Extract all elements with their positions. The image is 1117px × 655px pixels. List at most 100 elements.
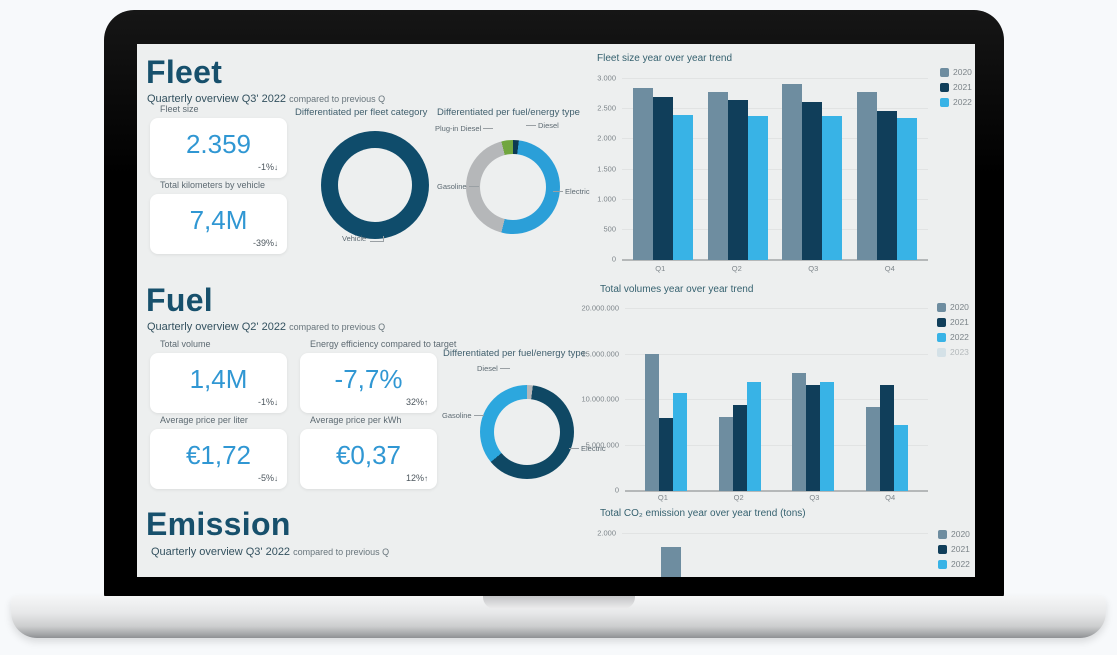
bar-groups: [625, 309, 928, 491]
legend-item-2021[interactable]: 2021: [940, 82, 972, 92]
fleet-fuel-donut-chart[interactable]: [466, 140, 560, 234]
kpi-label: Energy efficiency compared to target: [310, 339, 457, 349]
bar-2022-Q3[interactable]: [820, 381, 835, 491]
gridline-2.500: 2.500: [597, 104, 928, 113]
kpi-card[interactable]: €0,37 12%↑: [300, 429, 437, 489]
laptop-base-notch: [482, 596, 635, 609]
gridline-500: 500: [603, 224, 928, 233]
callout-line: [499, 368, 510, 369]
fuel-section-title: Fuel: [146, 282, 213, 318]
legend-item-2023[interactable]: 2023: [937, 347, 969, 357]
kpi-delta: 32%↑: [405, 397, 428, 407]
kpi-value: 1,4M: [189, 364, 248, 394]
bar-2022-Q4[interactable]: [894, 424, 909, 491]
legend-item-2021[interactable]: 2021: [937, 317, 969, 327]
kpi-card[interactable]: 7,4M -39%↓: [150, 194, 287, 254]
co2-emission-trend-chart[interactable]: Total CO₂ emission year over year trend …: [597, 508, 975, 577]
bar-2020-Q2[interactable]: [707, 92, 728, 260]
legend-swatch: [940, 82, 949, 92]
y-tick-label: 10.000.000: [581, 394, 619, 404]
bar-2022-Q1[interactable]: [672, 392, 687, 491]
chart-plot-area: 2.000: [597, 529, 928, 577]
bar-2021-Q4[interactable]: [876, 110, 897, 260]
callout-line: [553, 191, 563, 192]
legend-label: 2020: [951, 529, 970, 539]
bar-2021-Q1[interactable]: [653, 97, 674, 260]
y-tick-label: 1.500: [597, 164, 616, 173]
callout-line: [468, 186, 479, 187]
bar-group-Q4: [856, 79, 917, 260]
callout-line: [473, 415, 484, 416]
total-volumes-trend-chart[interactable]: Total volumes year over year trend 0 5.00…: [581, 282, 975, 508]
bar-2022-Q3[interactable]: [822, 115, 843, 260]
bar-2021-Q2[interactable]: [732, 404, 747, 491]
kpi-delta: -39%↓: [252, 238, 278, 248]
legend-item-2020[interactable]: 2020: [940, 67, 972, 77]
chart-title: Total volumes year over year trend: [600, 284, 754, 295]
emission-section-title: Emission: [146, 506, 291, 542]
callout-electric: Electric: [553, 187, 590, 196]
bar-2020-Q3[interactable]: [782, 83, 803, 260]
bar-2020-Q1[interactable]: [660, 547, 681, 577]
donut-hole: [494, 399, 560, 465]
y-tick-label: 2.500: [597, 103, 616, 113]
emission-subtitle-main: Quarterly overview Q3' 2022: [151, 546, 291, 558]
bar-2021-Q2[interactable]: [727, 100, 748, 260]
callout-line: [569, 448, 579, 449]
bar-2022-Q4[interactable]: [896, 117, 917, 260]
x-tick-Q3: Q3: [809, 493, 820, 502]
bar-group-Q1: [633, 79, 694, 260]
kpi-delta: -1%↓: [257, 162, 278, 172]
fleet-subtitle-note: compared to previous Q: [289, 94, 386, 104]
y-tick-label: 0: [614, 485, 619, 495]
kpi-value: €0,37: [335, 440, 402, 470]
x-axis-labels: Q1 Q2 Q3 Q4: [622, 264, 928, 273]
x-tick-Q1: Q1: [657, 493, 668, 502]
kpi-average-price-liter: Average price per liter €1,72 -5%↓: [150, 415, 287, 489]
legend-item-2021[interactable]: 2021: [938, 544, 970, 554]
legend-item-2022[interactable]: 2022: [937, 332, 969, 342]
legend-item-2020[interactable]: 2020: [938, 529, 970, 539]
legend-item-2022[interactable]: 2022: [938, 559, 970, 569]
bar-2021-Q3[interactable]: [806, 384, 821, 491]
bar-2021-Q4[interactable]: [880, 384, 895, 491]
x-tick-Q2: Q2: [733, 493, 744, 502]
legend-item-2022[interactable]: 2022: [940, 97, 972, 107]
bar-2020-Q4[interactable]: [866, 407, 881, 491]
bar-2022-Q2[interactable]: [747, 116, 768, 260]
legend-swatch: [937, 332, 946, 342]
legend-swatch: [937, 317, 946, 327]
kpi-card[interactable]: €1,72 -5%↓: [150, 429, 287, 489]
bar-2021-Q3[interactable]: [802, 101, 823, 260]
callout-diesel: Diesel: [526, 121, 559, 130]
fuel-energy-donut-title: Differentiated per fuel/energy type: [443, 348, 586, 359]
kpi-card[interactable]: 2.359 -1%↓: [150, 118, 287, 178]
y-tick-label: 2.000: [597, 528, 616, 538]
bar-2020-Q2[interactable]: [718, 417, 733, 491]
kpi-average-price-kwh: Average price per kWh €0,37 12%↑: [300, 415, 437, 489]
gridline-2.000: 2.000: [597, 134, 928, 143]
legend-label: 2022: [950, 332, 969, 342]
legend-item-2020[interactable]: 2020: [937, 302, 969, 312]
fuel-energy-donut-chart[interactable]: [480, 385, 574, 479]
bar-2022-Q1[interactable]: [673, 115, 694, 260]
bar-2020-Q1[interactable]: [633, 88, 654, 260]
legend-swatch: [938, 529, 947, 539]
bar-2022-Q2[interactable]: [746, 381, 761, 491]
bar-2020-Q4[interactable]: [856, 92, 877, 260]
fleet-category-donut-chart[interactable]: [321, 131, 429, 239]
kpi-card[interactable]: -7,7% 32%↑: [300, 353, 437, 413]
gridline-1.000: 1.000: [597, 194, 928, 203]
bar-2020-Q1[interactable]: [644, 353, 659, 491]
legend-swatch: [938, 544, 947, 554]
kpi-card[interactable]: 1,4M -1%↓: [150, 353, 287, 413]
kpi-total-kilometers: Total kilometers by vehicle 7,4M -39%↓: [150, 180, 287, 254]
bar-2021-Q1[interactable]: [658, 418, 673, 491]
kpi-delta: -1%↓: [257, 397, 278, 407]
fleet-fuel-donut-title: Differentiated per fuel/energy type: [437, 107, 580, 118]
fleet-size-trend-chart[interactable]: Fleet size year over year trend 0 500 1.00…: [597, 53, 975, 283]
callout-line: [526, 125, 536, 126]
bar-2020-Q3[interactable]: [792, 372, 807, 491]
callout-electric: Electric: [569, 444, 606, 453]
